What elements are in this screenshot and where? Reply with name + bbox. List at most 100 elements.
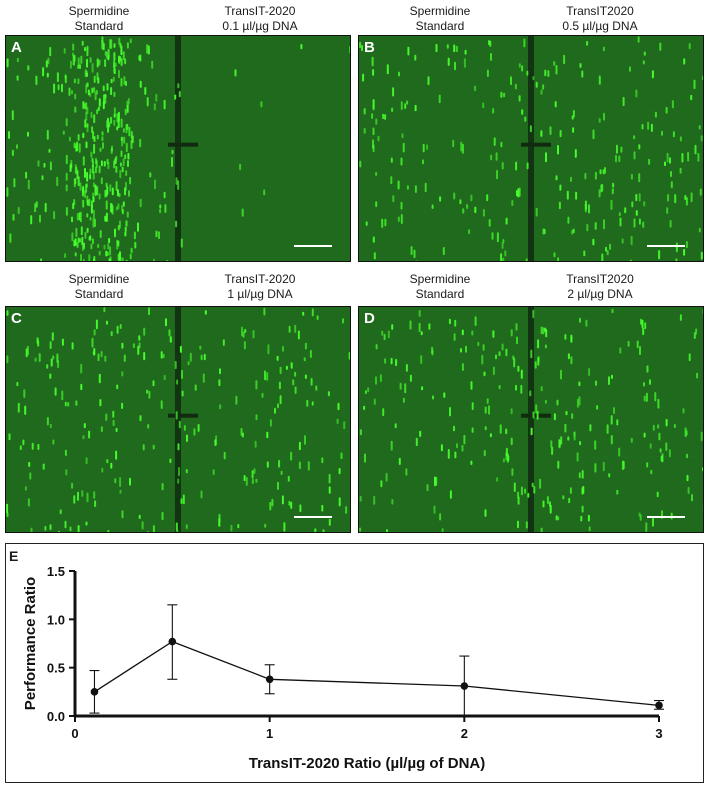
cell bbox=[168, 329, 171, 337]
cell bbox=[241, 208, 244, 217]
cell bbox=[58, 530, 60, 532]
cell bbox=[72, 52, 74, 57]
cell bbox=[113, 43, 116, 48]
cell bbox=[638, 512, 641, 517]
cell bbox=[46, 72, 49, 78]
cell bbox=[557, 145, 559, 155]
cell bbox=[139, 198, 142, 208]
cell bbox=[578, 472, 581, 479]
cell bbox=[122, 128, 125, 133]
cell bbox=[128, 190, 130, 197]
cell bbox=[113, 91, 116, 97]
cell bbox=[633, 218, 636, 228]
caption-line: TransIT-2020 bbox=[224, 272, 296, 286]
cell bbox=[252, 330, 255, 339]
cell bbox=[95, 319, 98, 330]
cell bbox=[103, 161, 106, 167]
cell bbox=[204, 310, 207, 315]
cell bbox=[635, 194, 638, 202]
cell bbox=[515, 323, 518, 331]
cell bbox=[359, 527, 362, 532]
cell bbox=[110, 116, 113, 124]
cell bbox=[104, 355, 107, 362]
cell bbox=[401, 133, 404, 139]
cell bbox=[6, 187, 9, 197]
cell bbox=[675, 242, 678, 253]
cell bbox=[484, 509, 487, 517]
cell bbox=[115, 427, 118, 432]
cell bbox=[290, 451, 293, 461]
cell bbox=[180, 238, 183, 248]
cell bbox=[433, 505, 436, 514]
cell bbox=[391, 107, 394, 112]
cell bbox=[462, 208, 465, 214]
cell bbox=[76, 241, 79, 248]
cell bbox=[513, 357, 516, 368]
cell bbox=[304, 342, 307, 350]
cell bbox=[426, 484, 429, 492]
cell bbox=[102, 142, 104, 149]
cell bbox=[350, 367, 351, 375]
cell bbox=[563, 54, 566, 65]
cell bbox=[674, 194, 677, 204]
cell bbox=[657, 424, 660, 429]
cell bbox=[599, 169, 602, 175]
cell bbox=[19, 445, 22, 451]
cell bbox=[6, 58, 9, 68]
cell bbox=[105, 200, 108, 210]
cell bbox=[536, 410, 539, 420]
cell bbox=[431, 346, 434, 355]
cell bbox=[328, 486, 331, 494]
cell bbox=[254, 440, 257, 448]
cell bbox=[171, 157, 173, 167]
cell bbox=[579, 63, 582, 68]
cell bbox=[576, 452, 579, 462]
cell bbox=[16, 75, 19, 81]
cell bbox=[162, 353, 165, 359]
cell bbox=[101, 136, 104, 142]
cell bbox=[53, 211, 56, 220]
cell bbox=[572, 228, 575, 234]
cell bbox=[112, 419, 115, 427]
cell bbox=[71, 342, 74, 350]
cell bbox=[185, 524, 188, 529]
cell bbox=[328, 473, 331, 484]
cell bbox=[175, 220, 178, 228]
cell bbox=[147, 45, 150, 55]
cell bbox=[96, 109, 99, 115]
cell bbox=[652, 424, 655, 431]
cell bbox=[311, 308, 314, 317]
cell bbox=[72, 202, 75, 210]
cell bbox=[287, 475, 290, 482]
cell bbox=[177, 83, 180, 89]
caption-line: Standard bbox=[415, 19, 465, 33]
cell bbox=[115, 206, 118, 211]
cell bbox=[603, 112, 605, 121]
cell bbox=[555, 64, 558, 75]
cell bbox=[461, 143, 464, 154]
cell bbox=[572, 127, 575, 133]
cell bbox=[375, 171, 378, 176]
cell bbox=[517, 365, 520, 372]
cell bbox=[302, 311, 305, 316]
cell bbox=[124, 226, 127, 232]
cell bbox=[645, 392, 648, 402]
cell bbox=[222, 339, 225, 346]
cell bbox=[93, 75, 96, 83]
cell bbox=[642, 327, 645, 336]
cell bbox=[520, 486, 523, 496]
cell bbox=[428, 323, 431, 330]
cell bbox=[685, 430, 688, 436]
cell bbox=[269, 501, 272, 511]
cell bbox=[163, 191, 166, 199]
cell bbox=[142, 444, 145, 451]
cell bbox=[93, 143, 96, 154]
cell bbox=[574, 149, 577, 158]
panel-c-left-caption: Spermidine Standard bbox=[44, 272, 154, 302]
cell bbox=[109, 39, 112, 49]
cell bbox=[588, 367, 591, 376]
cell bbox=[111, 205, 114, 215]
cell bbox=[414, 185, 417, 193]
cell bbox=[169, 458, 172, 464]
cell bbox=[384, 218, 387, 227]
